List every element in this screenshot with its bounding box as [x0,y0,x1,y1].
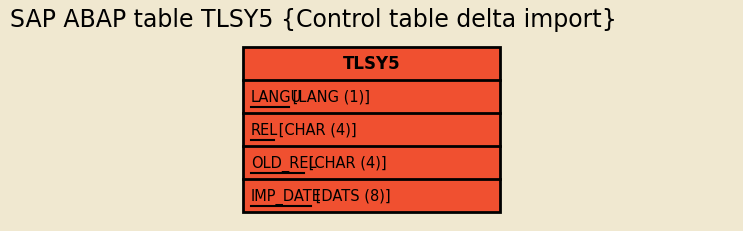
Text: REL: REL [251,122,278,137]
Text: TLSY5: TLSY5 [343,55,400,73]
Text: [CHAR (4)]: [CHAR (4)] [273,122,356,137]
Text: [LANG (1)]: [LANG (1)] [288,90,371,105]
Text: SAP ABAP table TLSY5 {Control table delta import}: SAP ABAP table TLSY5 {Control table delt… [10,8,617,32]
Text: OLD_REL: OLD_REL [251,155,317,171]
Text: LANGU: LANGU [251,90,302,105]
Text: [CHAR (4)]: [CHAR (4)] [303,155,386,170]
Bar [243,48,500,212]
Text: IMP_DATE: IMP_DATE [251,188,322,204]
Text: [DATS (8)]: [DATS (8)] [311,188,391,203]
